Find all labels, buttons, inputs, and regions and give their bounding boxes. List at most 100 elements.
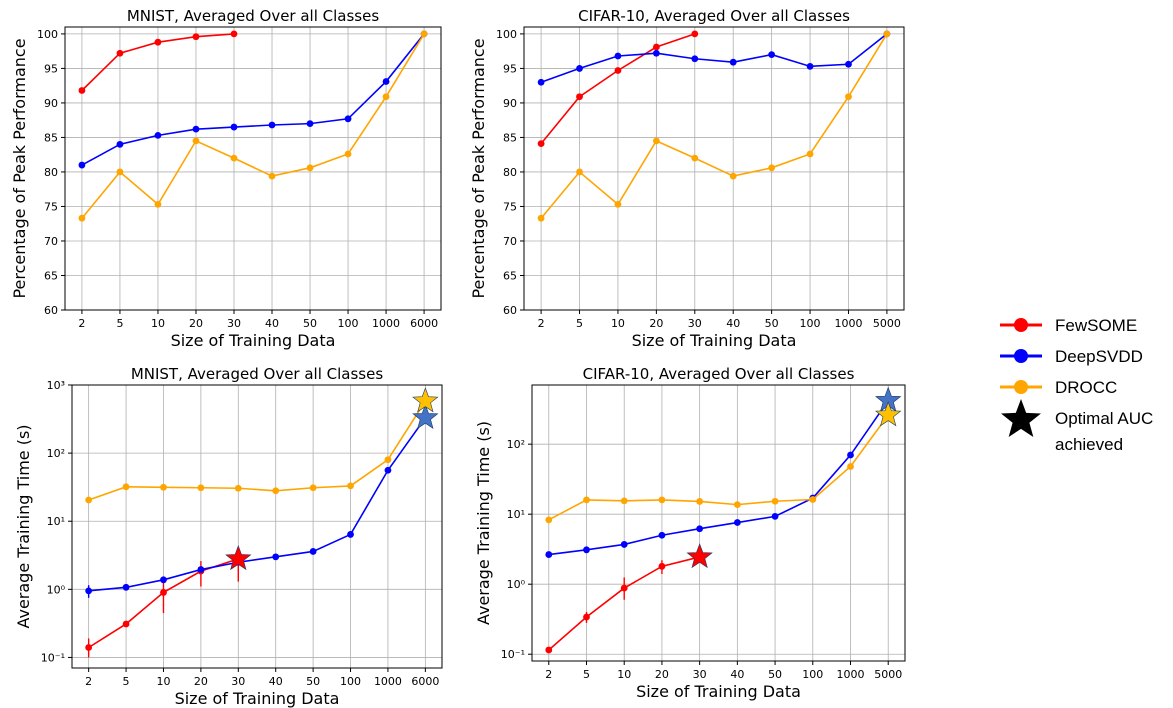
legend-marker-fewsome — [1014, 318, 1028, 332]
x-axis-label: Size of Training Data — [636, 682, 801, 701]
x-tick-label: 20 — [655, 668, 669, 681]
data-point — [733, 519, 741, 526]
optimal-auc-star — [412, 403, 439, 430]
series-line — [88, 417, 427, 592]
data-point — [154, 38, 162, 46]
x-tick-label: 100 — [800, 317, 821, 330]
y-tick-label: 80 — [503, 166, 517, 179]
y-tick-label: 10¹ — [47, 515, 65, 528]
series-fewsome — [537, 30, 699, 148]
optimal-auc-star — [875, 401, 902, 427]
series-deepsvdd — [85, 414, 429, 598]
x-tick-label: 1000 — [374, 675, 402, 688]
data-point — [806, 62, 814, 70]
series-fewsome — [78, 30, 238, 94]
y-tick-label: 60 — [44, 304, 58, 317]
data-point — [116, 140, 124, 148]
x-tick-label: 50 — [306, 675, 320, 688]
y-tick-label: 10² — [47, 447, 65, 460]
y-tick-label: 90 — [503, 97, 517, 110]
data-point — [78, 214, 86, 222]
data-point — [614, 52, 622, 60]
x-tick-label: 10 — [611, 317, 625, 330]
data-point — [583, 546, 590, 554]
data-point — [122, 483, 130, 491]
data-point — [85, 587, 93, 595]
data-point — [576, 93, 583, 101]
data-point — [309, 484, 317, 492]
x-tick-label: 5 — [116, 317, 123, 330]
data-point — [658, 531, 666, 539]
data-point — [771, 512, 779, 520]
data-point — [160, 576, 167, 584]
data-point — [583, 496, 590, 504]
data-point — [583, 613, 590, 621]
y-tick-label: 85 — [503, 131, 517, 144]
data-point — [847, 463, 854, 470]
x-tick-label: 50 — [765, 317, 779, 330]
grid — [65, 27, 441, 311]
x-tick-label: 10 — [156, 675, 170, 688]
data-point — [78, 87, 86, 94]
x-tick-label: 30 — [688, 317, 702, 330]
data-point — [160, 483, 167, 491]
data-point — [614, 200, 622, 208]
data-point — [806, 150, 814, 158]
data-point — [230, 30, 238, 38]
data-point — [771, 497, 779, 505]
y-tick-label: 95 — [503, 62, 517, 75]
series-line — [540, 33, 888, 219]
x-tick-label: 5 — [576, 317, 583, 330]
y-tick-label: 70 — [503, 235, 517, 248]
legend-marker-drocc — [1014, 380, 1028, 394]
data-point — [576, 168, 583, 176]
legend-marker-deepsvdd — [1014, 349, 1028, 363]
data-point — [268, 121, 276, 129]
data-point — [192, 125, 200, 133]
data-point — [847, 451, 854, 459]
series-deepsvdd — [78, 30, 428, 169]
x-tick-label: 10 — [617, 668, 631, 681]
legend-label-deepsvdd: DeepSVDD — [1055, 347, 1143, 366]
x-tick-label: 30 — [693, 668, 707, 681]
y-tick-label: 80 — [44, 166, 58, 179]
chart-2: 2 5 10 20 30 40 50 100 1000 5000 60 65 70 75 80 85 90 95 1… — [469, 7, 905, 350]
data-point — [85, 496, 93, 504]
y-tick-label: 75 — [44, 200, 58, 213]
data-point — [347, 482, 354, 490]
chart-title: CIFAR-10, Averaged Over all Classes — [583, 365, 855, 383]
data-point — [306, 120, 314, 128]
data-point — [154, 131, 162, 139]
data-point — [272, 553, 280, 561]
data-point — [272, 487, 280, 495]
x-axis-label: Size of Training Data — [175, 689, 340, 708]
legend-label-optimal-auc-line2: achieved — [1055, 435, 1123, 454]
plot-area — [523, 26, 905, 311]
series-drocc — [85, 397, 429, 504]
chart-4: 2 5 10 20 30 40 50 100 1000 5000 10⁻¹ 10⁰ 10¹ 10² CIFA… — [474, 365, 906, 701]
y-tick-label: 65 — [503, 269, 517, 282]
data-point — [122, 583, 130, 591]
data-point — [809, 496, 817, 503]
plot-area — [64, 26, 442, 311]
y-tick-label: 10⁻¹ — [501, 648, 525, 661]
data-point — [85, 644, 93, 651]
data-point — [768, 51, 776, 59]
series-deepsvdd — [537, 30, 891, 86]
data-point — [122, 620, 130, 628]
optimal-auc-star — [225, 545, 252, 571]
data-point — [384, 466, 392, 474]
data-point — [116, 49, 124, 57]
data-point — [116, 168, 124, 176]
data-point — [234, 484, 242, 492]
plot-area — [531, 384, 906, 662]
y-tick-label: 95 — [44, 62, 58, 75]
x-tick-label: 20 — [649, 317, 663, 330]
y-tick-label: 85 — [44, 131, 58, 144]
x-tick-label: 30 — [227, 317, 241, 330]
data-point — [197, 566, 205, 573]
data-point — [620, 584, 628, 592]
optimal-auc-star — [412, 387, 439, 413]
x-tick-label: 20 — [189, 317, 203, 330]
